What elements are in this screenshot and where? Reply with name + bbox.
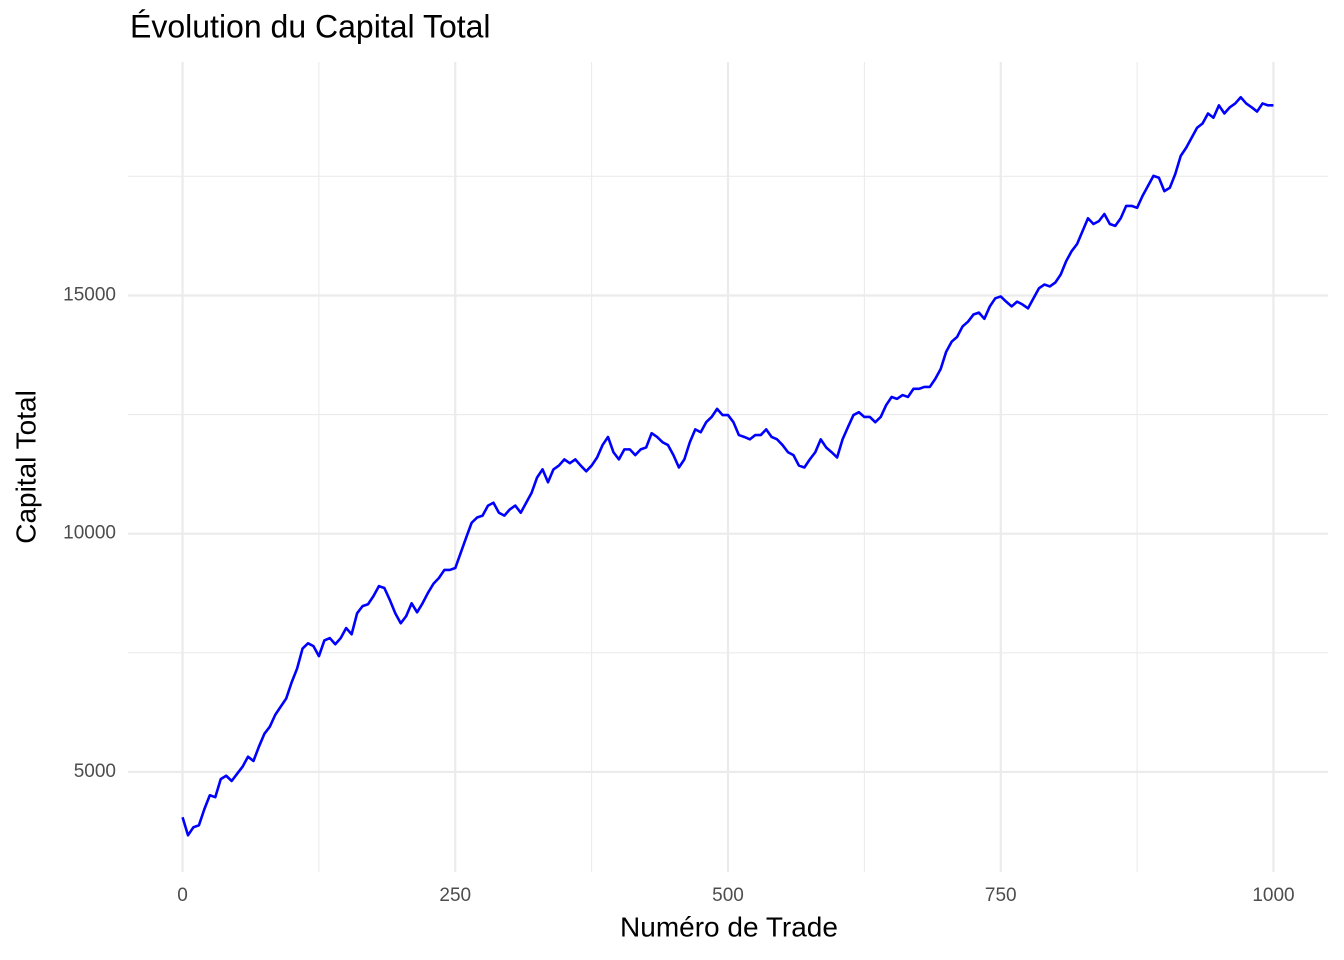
x-tick-label: 1000	[1252, 885, 1294, 906]
x-axis-label: Numéro de Trade	[620, 911, 838, 942]
x-tick-label: 500	[712, 885, 744, 906]
x-tick-label: 250	[439, 885, 471, 906]
chart-title: Évolution du Capital Total	[130, 8, 491, 44]
x-tick-label: 0	[177, 885, 188, 906]
y-tick-label: 5000	[74, 761, 116, 782]
y-tick-label: 15000	[63, 284, 116, 305]
x-tick-label: 750	[985, 885, 1017, 906]
y-axis-label: Capital Total	[10, 390, 41, 544]
data-line	[181, 95, 1274, 837]
y-tick-label: 10000	[63, 523, 116, 544]
